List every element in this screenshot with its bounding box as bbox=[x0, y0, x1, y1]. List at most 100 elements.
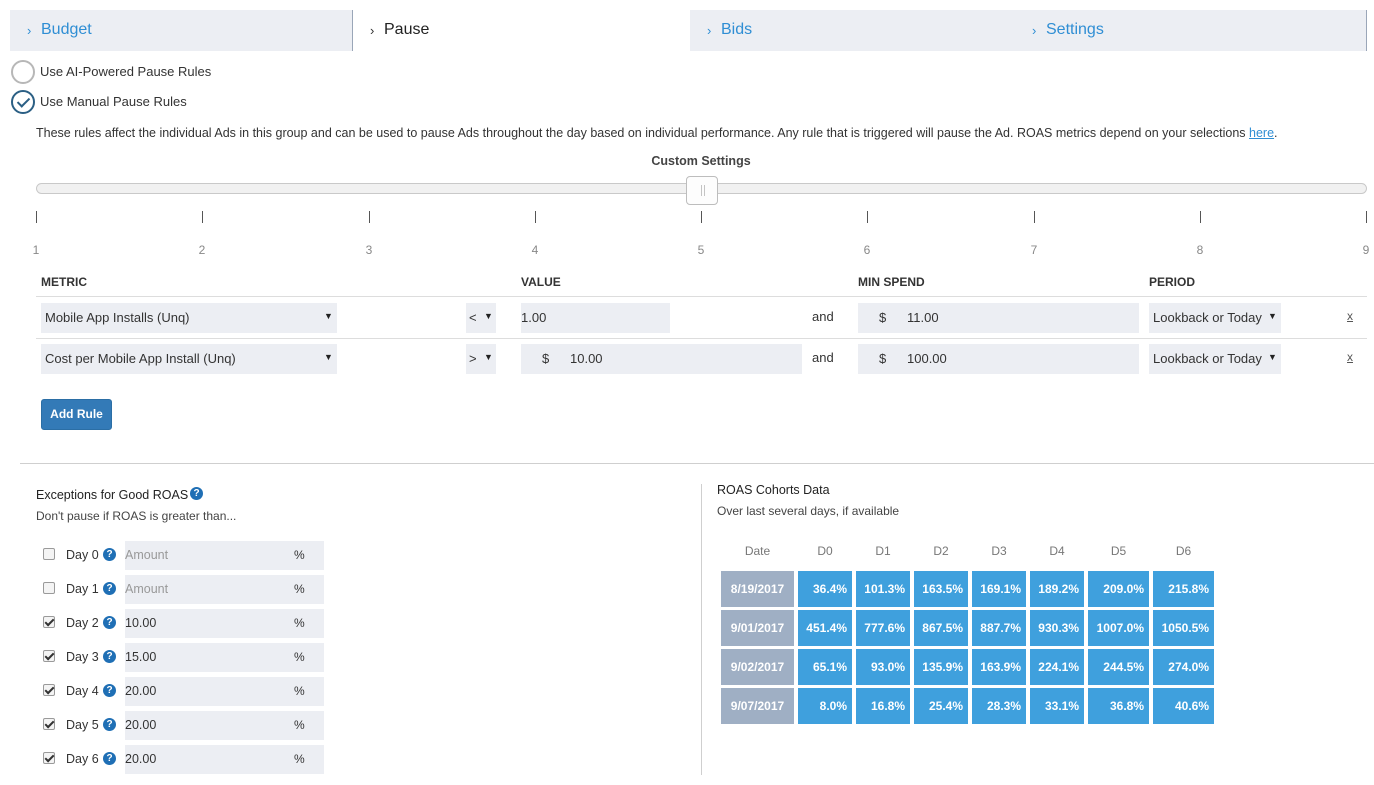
caret-down-icon: ▼ bbox=[324, 311, 333, 321]
manual-pause-rules-radio[interactable] bbox=[11, 90, 35, 114]
period-select[interactable]: Lookback or Today ▼ bbox=[1149, 344, 1281, 374]
question-circle-icon[interactable]: ? bbox=[103, 548, 116, 561]
question-circle-icon[interactable]: ? bbox=[103, 684, 116, 697]
slider-tick-label: 9 bbox=[1362, 243, 1370, 257]
chevron-right-icon: › bbox=[1032, 23, 1037, 38]
cohort-header: D1 bbox=[875, 544, 891, 558]
day-label: Day 6 bbox=[66, 752, 99, 766]
metric-select[interactable]: Mobile App Installs (Unq) ▼ bbox=[41, 303, 337, 333]
day-checkbox[interactable] bbox=[43, 548, 55, 560]
value-input[interactable]: 1.00 bbox=[521, 303, 670, 333]
amount-value: Amount bbox=[125, 548, 169, 562]
settings-slider-handle[interactable] bbox=[686, 176, 718, 205]
min-spend-value: 100.00 bbox=[907, 351, 947, 366]
roas-amount-input[interactable]: 20.00% bbox=[125, 745, 324, 774]
value-input[interactable]: $ 10.00 bbox=[521, 344, 802, 374]
cohort-value-cell: 163.5% bbox=[914, 571, 968, 607]
cohort-value-cell: 93.0% bbox=[856, 649, 910, 685]
description-text: These rules affect the individual Ads in… bbox=[36, 126, 1250, 140]
cohort-value-cell: 887.7% bbox=[972, 610, 1026, 646]
day-label: Day 3 bbox=[66, 650, 99, 664]
day-checkbox[interactable] bbox=[43, 684, 55, 696]
slider-tick-label: 6 bbox=[863, 243, 871, 257]
day-label: Day 2 bbox=[66, 616, 99, 630]
roas-amount-input[interactable]: 20.00% bbox=[125, 677, 324, 706]
metric-value: Cost per Mobile App Install (Unq) bbox=[45, 351, 236, 366]
tab-settings[interactable]: › Settings bbox=[1015, 10, 1367, 51]
tab-bids[interactable]: › Bids bbox=[690, 10, 1016, 51]
roas-amount-input[interactable]: 10.00% bbox=[125, 609, 324, 638]
add-rule-button[interactable]: Add Rule bbox=[41, 399, 112, 430]
cohort-value-cell: 224.1% bbox=[1030, 649, 1084, 685]
slider-tick bbox=[535, 211, 536, 223]
exceptions-subtitle: Don't pause if ROAS is greater than... bbox=[36, 509, 237, 523]
slider-tick bbox=[867, 211, 868, 223]
day-checkbox[interactable] bbox=[43, 752, 55, 764]
amount-value: 15.00 bbox=[125, 650, 157, 664]
day-label: Day 1 bbox=[66, 582, 99, 596]
metric-select[interactable]: Cost per Mobile App Install (Unq) ▼ bbox=[41, 344, 337, 374]
operator-select[interactable]: < ▼ bbox=[466, 303, 496, 333]
cohort-date-cell: 8/19/2017 bbox=[721, 571, 794, 607]
roas-amount-input[interactable]: 20.00% bbox=[125, 711, 324, 740]
rules-description: These rules affect the individual Ads in… bbox=[36, 126, 1278, 140]
slider-tick-label: 3 bbox=[365, 243, 373, 257]
cohort-value-cell: 867.5% bbox=[914, 610, 968, 646]
percent-unit: % bbox=[294, 616, 305, 630]
tab-budget[interactable]: › Budget bbox=[10, 10, 353, 51]
min-spend-input[interactable]: $ 100.00 bbox=[858, 344, 1139, 374]
question-circle-icon[interactable]: ? bbox=[103, 752, 116, 765]
amount-value: 20.00 bbox=[125, 752, 157, 766]
day-checkbox[interactable] bbox=[43, 650, 55, 662]
slider-tick-label: 1 bbox=[32, 243, 40, 257]
delete-rule-link[interactable]: x bbox=[1347, 350, 1353, 364]
question-circle-icon[interactable]: ? bbox=[190, 487, 203, 500]
column-divider bbox=[701, 484, 702, 775]
cohort-header: D5 bbox=[1110, 544, 1127, 558]
cohort-value-cell: 36.4% bbox=[798, 571, 852, 607]
day-checkbox[interactable] bbox=[43, 718, 55, 730]
period-select[interactable]: Lookback or Today ▼ bbox=[1149, 303, 1281, 333]
tab-label: Pause bbox=[384, 21, 430, 38]
slider-tick bbox=[202, 211, 203, 223]
roas-amount-input[interactable]: Amount% bbox=[125, 541, 324, 570]
ai-pause-rules-radio[interactable] bbox=[11, 60, 35, 84]
amount-value: 10.00 bbox=[125, 616, 157, 630]
currency-symbol: $ bbox=[542, 351, 550, 366]
operator-select[interactable]: > ▼ bbox=[466, 344, 496, 374]
question-circle-icon[interactable]: ? bbox=[103, 718, 116, 731]
custom-settings-title: Custom Settings bbox=[651, 154, 751, 168]
roas-amount-input[interactable]: 15.00% bbox=[125, 643, 324, 672]
chevron-right-icon: › bbox=[370, 23, 375, 38]
roas-selections-link[interactable]: here bbox=[1249, 126, 1275, 140]
min-spend-value: 11.00 bbox=[907, 310, 939, 325]
cohort-value-cell: 36.8% bbox=[1088, 688, 1149, 724]
min-spend-input[interactable]: $ 11.00 bbox=[858, 303, 1139, 333]
percent-unit: % bbox=[294, 650, 305, 664]
cohort-date-cell: 9/01/2017 bbox=[721, 610, 794, 646]
amount-value: 20.00 bbox=[125, 684, 157, 698]
roas-amount-input[interactable]: Amount% bbox=[125, 575, 324, 604]
and-label: and bbox=[812, 309, 834, 324]
cohort-value-cell: 189.2% bbox=[1030, 571, 1084, 607]
tab-pause[interactable]: › Pause bbox=[352, 10, 691, 51]
question-circle-icon[interactable]: ? bbox=[103, 650, 116, 663]
cohort-value-cell: 33.1% bbox=[1030, 688, 1084, 724]
slider-tick bbox=[36, 211, 37, 223]
percent-unit: % bbox=[294, 752, 305, 766]
cohort-header: D3 bbox=[991, 544, 1007, 558]
question-circle-icon[interactable]: ? bbox=[103, 582, 116, 595]
slider-tick bbox=[369, 211, 370, 223]
cohort-date-cell: 9/02/2017 bbox=[721, 649, 794, 685]
day-checkbox[interactable] bbox=[43, 582, 55, 594]
chevron-right-icon: › bbox=[707, 23, 712, 38]
value-text: 1.00 bbox=[521, 310, 547, 325]
delete-rule-link[interactable]: x bbox=[1347, 309, 1353, 323]
currency-symbol: $ bbox=[879, 351, 887, 366]
question-circle-icon[interactable]: ? bbox=[103, 616, 116, 629]
day-checkbox[interactable] bbox=[43, 616, 55, 628]
manual-pause-rules-label: Use Manual Pause Rules bbox=[40, 94, 187, 109]
description-end: . bbox=[1274, 126, 1278, 140]
cohort-value-cell: 1007.0% bbox=[1088, 610, 1149, 646]
min-spend-header: MIN SPEND bbox=[858, 275, 925, 289]
